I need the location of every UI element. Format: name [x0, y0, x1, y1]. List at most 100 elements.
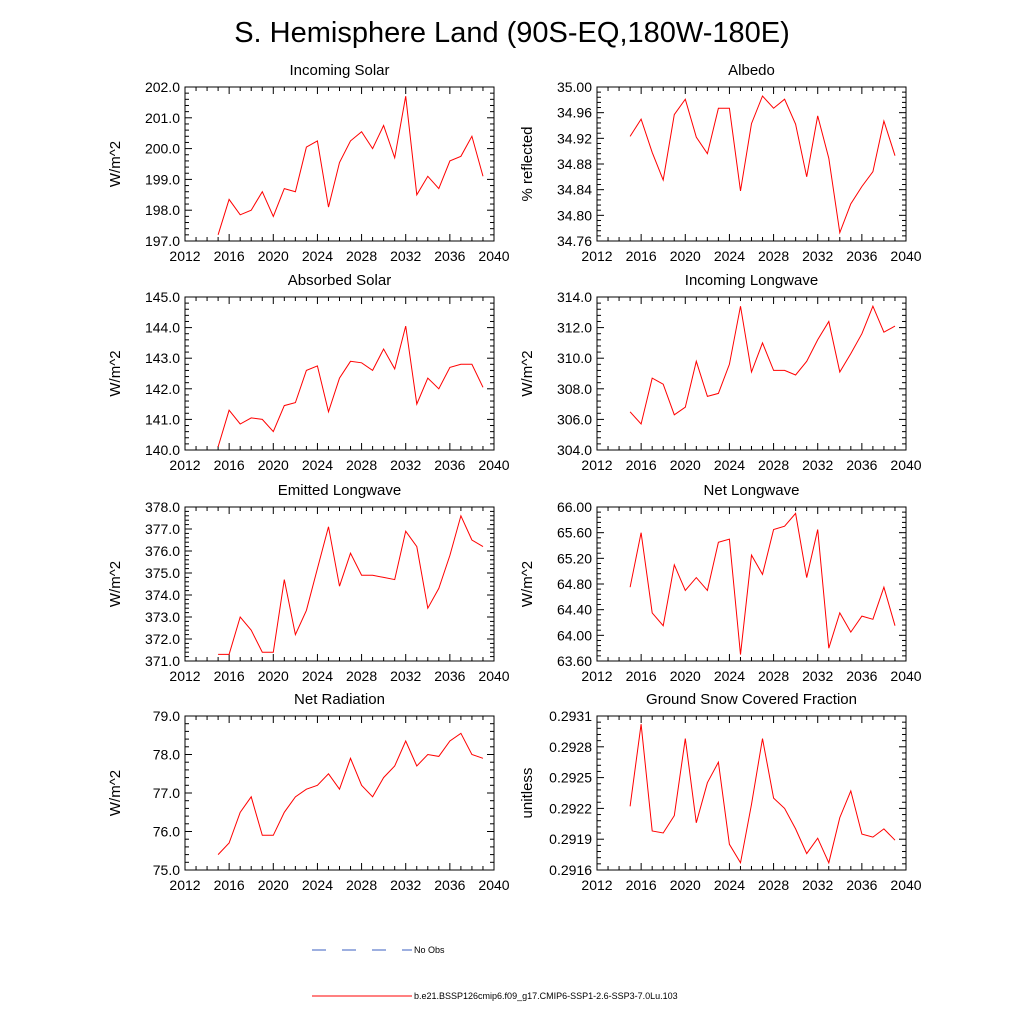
panel-emitted-longwave: 2012 2016 2020 2024 2028 2032 2036 2040 371.0 372…	[107, 482, 510, 684]
y-axis-label: W/m^2	[519, 561, 536, 607]
x-tick-label: 2040	[890, 668, 921, 684]
y-tick-label: 65.20	[557, 550, 592, 566]
x-tick-label: 2020	[258, 248, 289, 264]
x-tick-label: 2040	[478, 668, 509, 684]
x-tick-label: 2012	[581, 668, 612, 684]
panel-title: Incoming Solar	[289, 62, 389, 79]
y-tick-label: 199.0	[145, 171, 180, 187]
x-tick-label: 2016	[626, 248, 657, 264]
y-tick-label: 0.2931	[549, 708, 592, 724]
series-line	[217, 732, 484, 855]
y-tick-label: 144.0	[145, 320, 180, 336]
y-tick-label: 314.0	[557, 289, 592, 305]
x-tick-label: 2040	[478, 457, 509, 473]
y-tick-label: 64.80	[557, 576, 592, 592]
series-line	[217, 325, 484, 448]
x-tick-label: 2032	[390, 457, 421, 473]
x-tick-label: 2032	[802, 668, 833, 684]
x-tick-label: 2036	[434, 248, 465, 264]
y-tick-label: 373.0	[145, 609, 180, 625]
x-tick-label: 2024	[714, 457, 745, 473]
x-tick-label: 2020	[670, 877, 701, 893]
panel-title: Net Radiation	[294, 691, 385, 708]
legend-no-obs-label: No Obs	[414, 945, 445, 955]
panels: 2012 2016 2020 2024 2028 2032 2036 2040 197.0 198…	[107, 62, 922, 893]
y-tick-label: 308.0	[557, 381, 592, 397]
x-tick-label: 2016	[626, 877, 657, 893]
x-tick-label: 2040	[890, 457, 921, 473]
x-tick-label: 2012	[169, 668, 200, 684]
y-axis-label: unitless	[519, 768, 536, 819]
x-tick-label: 2040	[890, 877, 921, 893]
y-axis-label: W/m^2	[107, 770, 124, 816]
y-tick-label: 378.0	[145, 499, 180, 515]
y-tick-label: 198.0	[145, 202, 180, 218]
series-line	[217, 96, 484, 235]
y-axis-label: W/m^2	[107, 141, 124, 187]
y-axis-label: % reflected	[519, 126, 536, 201]
y-axis-label: W/m^2	[519, 350, 536, 396]
plot-frame	[184, 715, 495, 871]
x-tick-label: 2032	[802, 248, 833, 264]
x-tick-label: 2020	[258, 668, 289, 684]
x-tick-label: 2028	[346, 248, 377, 264]
plot-frame	[596, 506, 907, 662]
x-tick-label: 2036	[846, 248, 877, 264]
x-tick-label: 2040	[890, 248, 921, 264]
x-tick-label: 2020	[670, 457, 701, 473]
y-tick-label: 202.0	[145, 79, 180, 95]
y-tick-label: 0.2916	[549, 862, 592, 878]
x-tick-label: 2036	[846, 877, 877, 893]
y-tick-label: 306.0	[557, 411, 592, 427]
y-tick-label: 34.92	[557, 130, 592, 146]
y-tick-label: 143.0	[145, 350, 180, 366]
y-axis-label: W/m^2	[107, 350, 124, 396]
y-tick-label: 78.0	[153, 747, 180, 763]
y-tick-label: 375.0	[145, 565, 180, 581]
x-tick-label: 2012	[169, 248, 200, 264]
y-tick-label: 0.2928	[549, 739, 592, 755]
y-tick-label: 310.0	[557, 350, 592, 366]
x-tick-label: 2016	[626, 668, 657, 684]
x-tick-label: 2024	[302, 877, 333, 893]
x-tick-label: 2020	[670, 668, 701, 684]
series-line	[629, 512, 896, 655]
legend-run-label: b.e21.BSSP126cmip6.f09_g17.CMIP6-SSP1-2.…	[414, 991, 678, 1001]
series-line	[629, 304, 896, 426]
y-tick-label: 371.0	[145, 653, 180, 669]
x-tick-label: 2032	[390, 877, 421, 893]
x-tick-label: 2028	[346, 668, 377, 684]
x-tick-label: 2036	[434, 877, 465, 893]
y-tick-label: 34.88	[557, 156, 592, 172]
panel-net-longwave: 2012 2016 2020 2024 2028 2032 2036 2040 63.60 64.…	[519, 482, 922, 684]
y-tick-label: 374.0	[145, 587, 180, 603]
y-tick-label: 79.0	[153, 708, 180, 724]
panel-albedo: 2012 2016 2020 2024 2028 2032 2036 2040 34.76 34.…	[519, 62, 922, 264]
y-tick-label: 34.76	[557, 233, 592, 249]
x-tick-label: 2012	[581, 877, 612, 893]
x-tick-label: 2036	[846, 457, 877, 473]
plot-frame	[596, 715, 907, 871]
y-tick-label: 0.2922	[549, 800, 592, 816]
panel-title: Incoming Longwave	[685, 272, 818, 289]
x-tick-label: 2028	[758, 248, 789, 264]
y-tick-label: 142.0	[145, 381, 180, 397]
y-tick-label: 34.80	[557, 207, 592, 223]
y-tick-label: 65.60	[557, 525, 592, 541]
panel-net-radiation: 2012 2016 2020 2024 2028 2032 2036 2040 75.0 76.0…	[107, 691, 510, 893]
y-tick-label: 76.0	[153, 824, 180, 840]
x-tick-label: 2032	[390, 248, 421, 264]
x-tick-label: 2024	[302, 668, 333, 684]
y-tick-label: 201.0	[145, 110, 180, 126]
x-tick-label: 2040	[478, 877, 509, 893]
y-tick-label: 376.0	[145, 543, 180, 559]
x-tick-label: 2032	[802, 457, 833, 473]
y-tick-label: 34.96	[557, 105, 592, 121]
panel-title: Net Longwave	[704, 482, 800, 499]
plot-frame	[596, 296, 907, 451]
y-tick-label: 140.0	[145, 442, 180, 458]
y-tick-label: 145.0	[145, 289, 180, 305]
series-line	[218, 514, 484, 655]
plot-frame	[184, 296, 495, 451]
